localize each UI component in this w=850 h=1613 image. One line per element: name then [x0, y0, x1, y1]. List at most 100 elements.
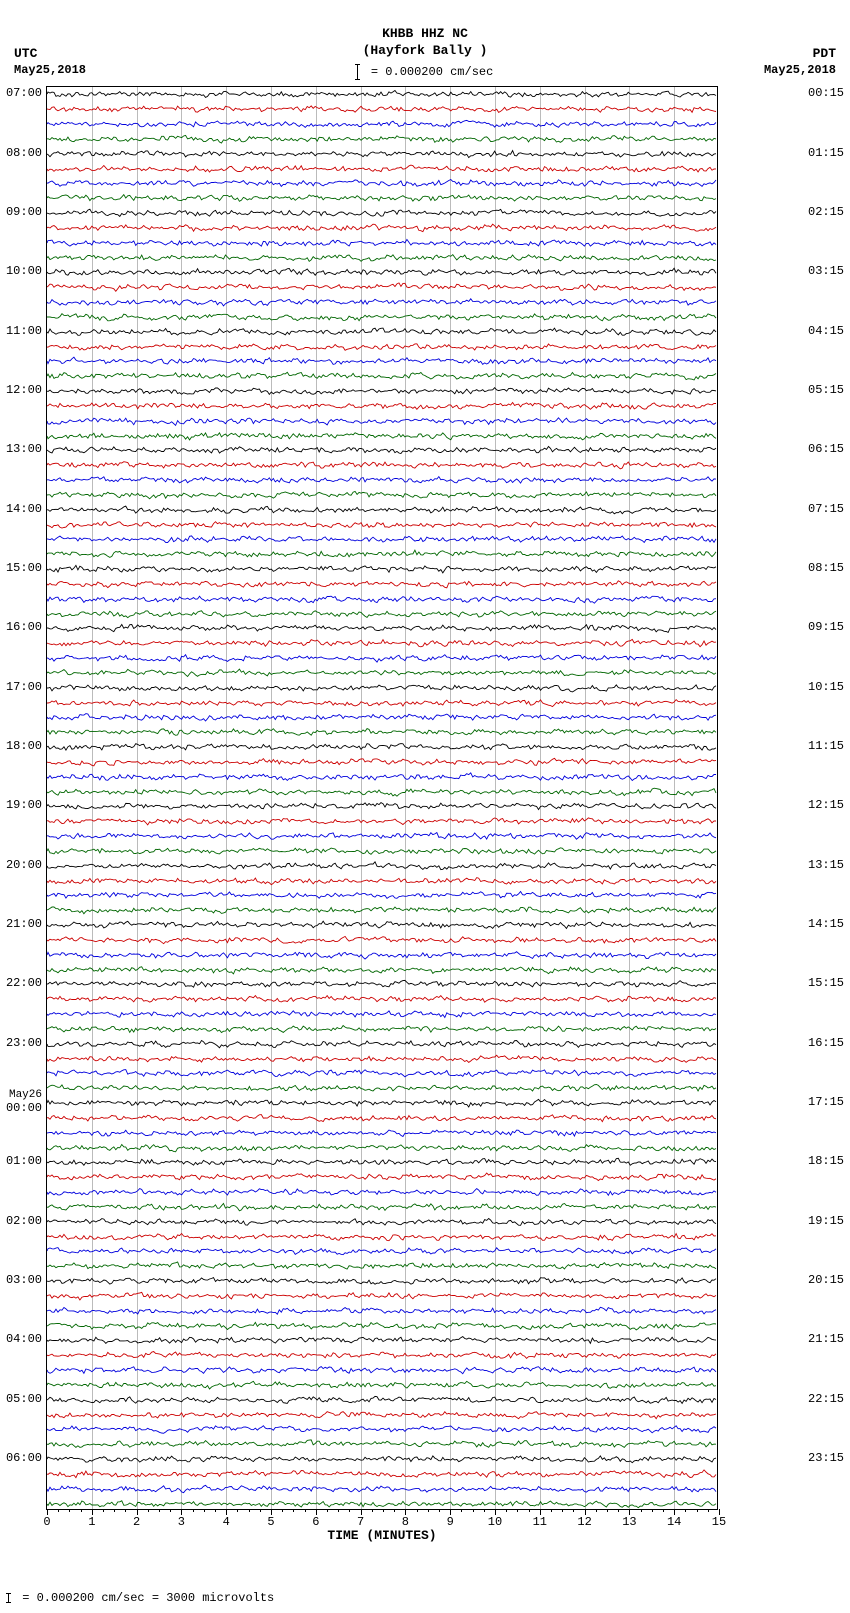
tz-left-date: May25,2018 — [14, 63, 86, 77]
xaxis-tick-label: 9 — [447, 1515, 454, 1529]
seismic-trace — [47, 251, 717, 265]
right-time-label: 14:15 — [808, 917, 844, 931]
xaxis-title: TIME (MINUTES) — [327, 1528, 436, 1543]
seismic-trace — [47, 636, 717, 650]
left-time-label: 10:00 — [6, 264, 42, 278]
seismic-trace — [47, 740, 717, 754]
left-time-label: 13:00 — [6, 442, 42, 456]
station-location: (Hayfork Bally ) — [0, 43, 850, 58]
left-time-label: 03:00 — [6, 1273, 42, 1287]
seismic-trace — [47, 755, 717, 769]
right-time-label: 21:15 — [808, 1332, 844, 1346]
seismic-trace — [47, 280, 717, 294]
seismic-trace — [47, 1289, 717, 1303]
seismic-trace — [47, 1155, 717, 1169]
seismic-trace — [47, 1037, 717, 1051]
seismic-trace — [47, 829, 717, 843]
seismic-trace — [47, 1244, 717, 1258]
seismic-trace — [47, 1185, 717, 1199]
footer-text: = 0.000200 cm/sec = 3000 microvolts — [8, 1591, 274, 1605]
seismic-trace — [47, 1378, 717, 1392]
seismic-trace — [47, 147, 717, 161]
xaxis-tick-label: 4 — [223, 1515, 230, 1529]
left-time-label: 22:00 — [6, 976, 42, 990]
seismic-trace — [47, 1467, 717, 1481]
seismic-trace — [47, 844, 717, 858]
seismic-trace — [47, 369, 717, 383]
seismic-trace — [47, 117, 717, 131]
left-time-label: May2600:00 — [6, 1089, 42, 1115]
footer-scale-bar-icon — [8, 1593, 9, 1603]
seismic-trace — [47, 918, 717, 932]
right-time-label: 20:15 — [808, 1273, 844, 1287]
seismic-trace — [47, 1126, 717, 1140]
seismic-trace — [47, 547, 717, 561]
seismic-trace — [47, 1230, 717, 1244]
left-time-label: 08:00 — [6, 146, 42, 160]
xaxis-tick-label: 0 — [43, 1515, 50, 1529]
seismic-trace — [47, 977, 717, 991]
seismic-trace — [47, 874, 717, 888]
seismic-trace — [47, 1363, 717, 1377]
right-time-label: 10:15 — [808, 680, 844, 694]
right-time-label: 02:15 — [808, 205, 844, 219]
seismic-trace — [47, 1170, 717, 1184]
left-time-label: 16:00 — [6, 620, 42, 634]
seismic-trace — [47, 814, 717, 828]
tz-right: PDT May25,2018 — [764, 46, 836, 77]
seismic-trace — [47, 1452, 717, 1466]
seismic-trace — [47, 443, 717, 457]
scale-row: = 0.000200 cm/sec — [0, 64, 850, 80]
seismic-trace — [47, 963, 717, 977]
seismic-trace — [47, 1333, 717, 1347]
left-time-label: 01:00 — [6, 1154, 42, 1168]
left-time-label: 18:00 — [6, 739, 42, 753]
xaxis-tick-label: 5 — [267, 1515, 274, 1529]
seismic-trace — [47, 770, 717, 784]
xaxis-tick-label: 6 — [312, 1515, 319, 1529]
seismic-trace — [47, 992, 717, 1006]
seismic-trace — [47, 488, 717, 502]
seismic-trace — [47, 1497, 717, 1509]
left-time-label: 14:00 — [6, 502, 42, 516]
xaxis-tick-label: 7 — [357, 1515, 364, 1529]
header: KHBB HHZ NC (Hayfork Bally ) — [0, 26, 850, 58]
seismic-trace — [47, 340, 717, 354]
scale-bar-icon — [357, 64, 358, 80]
right-time-label: 19:15 — [808, 1214, 844, 1228]
right-time-label: 13:15 — [808, 858, 844, 872]
seismic-trace — [47, 458, 717, 472]
right-time-label: 11:15 — [808, 739, 844, 753]
seismic-trace — [47, 191, 717, 205]
seismic-trace — [47, 710, 717, 724]
seismic-trace — [47, 1482, 717, 1496]
seismic-trace — [47, 785, 717, 799]
seismic-trace — [47, 592, 717, 606]
seismic-trace — [47, 176, 717, 190]
seismic-trace — [47, 696, 717, 710]
seismic-trace — [47, 1066, 717, 1080]
tz-left: UTC May25,2018 — [14, 46, 86, 77]
seismic-trace — [47, 325, 717, 339]
seismic-trace — [47, 236, 717, 250]
right-time-label: 08:15 — [808, 561, 844, 575]
seismic-trace — [47, 1111, 717, 1125]
seismic-trace — [47, 1081, 717, 1095]
seismic-trace — [47, 87, 717, 101]
right-time-label: 01:15 — [808, 146, 844, 160]
xaxis-tick-label: 8 — [402, 1515, 409, 1529]
seismic-trace — [47, 295, 717, 309]
seismic-trace — [47, 1096, 717, 1110]
right-time-label: 22:15 — [808, 1392, 844, 1406]
seismic-trace — [47, 666, 717, 680]
seismic-trace — [47, 1007, 717, 1021]
seismic-trace — [47, 1022, 717, 1036]
right-time-label: 06:15 — [808, 442, 844, 456]
seismic-trace — [47, 933, 717, 947]
seismic-trace — [47, 518, 717, 532]
left-time-label: 11:00 — [6, 324, 42, 338]
seismic-trace — [47, 1200, 717, 1214]
left-time-label: 15:00 — [6, 561, 42, 575]
seismic-trace — [47, 429, 717, 443]
xaxis-tick-label: 15 — [712, 1515, 726, 1529]
